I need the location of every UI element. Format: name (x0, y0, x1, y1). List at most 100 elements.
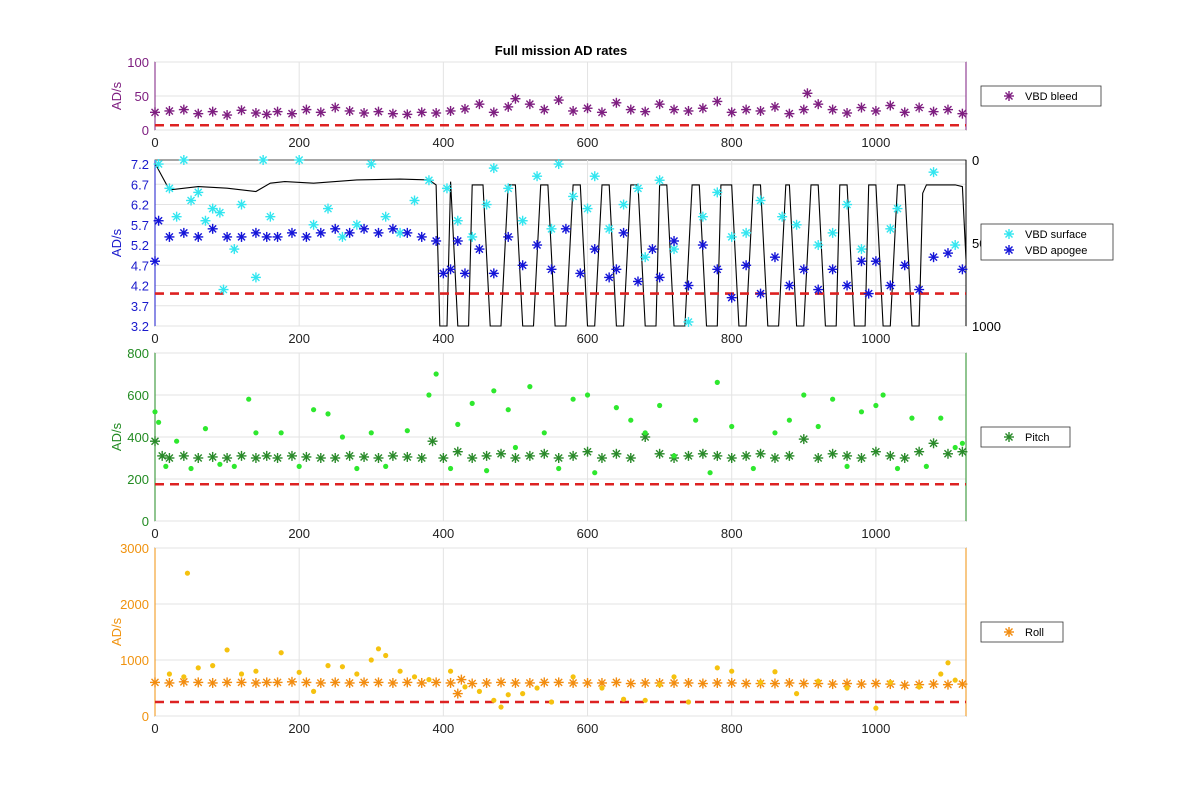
x-tick-label: 800 (721, 331, 743, 346)
data-point (625, 453, 636, 463)
legend[interactable]: VBD bleed (980, 85, 1102, 107)
data-point (909, 415, 915, 421)
data-point (942, 104, 953, 115)
data-point (150, 107, 160, 118)
data-point (387, 450, 398, 461)
data-point (481, 677, 492, 688)
data-point (714, 665, 720, 671)
data-point (445, 264, 456, 275)
data-point (611, 677, 622, 688)
data-point (261, 231, 272, 242)
data-point (380, 211, 391, 222)
data-point (375, 646, 382, 652)
x-tick-label: 600 (577, 331, 599, 346)
data-point (582, 677, 593, 688)
data-point (777, 211, 788, 222)
data-point (553, 95, 564, 106)
data-point (582, 446, 593, 457)
data-point (950, 240, 961, 251)
y-tick-label: 5.2 (131, 238, 149, 253)
data-point (236, 677, 247, 688)
data-point (928, 679, 939, 690)
series-2 (150, 215, 968, 303)
legend-box (980, 426, 1071, 448)
y2-tick-label: 0 (972, 153, 979, 168)
legend-marker (1004, 432, 1014, 442)
data-point (856, 453, 867, 463)
data-point (301, 231, 312, 242)
legend[interactable]: VBD surface VBD apogee (980, 223, 1114, 261)
data-point (272, 106, 283, 117)
data-point (596, 453, 607, 463)
data-point (707, 470, 713, 476)
data-point (397, 668, 403, 674)
legend-label: Pitch (1025, 432, 1049, 444)
data-point (491, 697, 497, 703)
data-point (166, 671, 173, 677)
data-point (236, 450, 247, 461)
data-point (532, 240, 543, 251)
data-point (344, 227, 355, 238)
data-point (938, 415, 944, 421)
data-point (505, 692, 511, 698)
data-point (815, 678, 821, 684)
y-tick-label: 3.7 (131, 299, 149, 314)
data-point (383, 652, 389, 659)
data-point (339, 434, 346, 440)
data-point (510, 93, 521, 104)
data-point (150, 436, 160, 447)
data-point (337, 231, 348, 242)
data-point (163, 463, 169, 469)
data-point (200, 215, 211, 226)
data-point (150, 677, 160, 688)
data-point (952, 444, 958, 451)
data-point (308, 219, 319, 230)
data-point (945, 660, 951, 666)
legend[interactable]: Pitch (980, 426, 1071, 448)
data-point (793, 691, 800, 697)
y-tick-label: 100 (127, 55, 149, 70)
data-point (589, 244, 600, 255)
data-point (373, 227, 384, 238)
x-tick-label: 400 (433, 721, 455, 736)
data-point (505, 407, 511, 413)
data-point (452, 688, 463, 699)
data-point (784, 450, 795, 461)
data-point (438, 268, 449, 279)
data-point (570, 396, 576, 402)
x-tick-label: 200 (288, 135, 310, 150)
data-point (532, 171, 543, 182)
data-point (286, 676, 297, 687)
data-point (885, 450, 896, 461)
data-point (491, 388, 497, 394)
data-point (632, 276, 643, 287)
data-point (272, 453, 283, 463)
data-point (611, 97, 622, 108)
data-point (539, 677, 550, 688)
data-point (459, 103, 470, 114)
data-point (827, 227, 838, 238)
data-point (827, 679, 838, 690)
x-tick-label: 200 (288, 721, 310, 736)
chart-title: Full mission AD rates (495, 43, 627, 58)
data-point (503, 231, 514, 242)
data-point (813, 284, 824, 295)
data-point (669, 677, 680, 688)
data-point (512, 444, 519, 451)
legend[interactable]: Roll (980, 621, 1064, 643)
data-point (654, 448, 665, 459)
data-point (344, 105, 355, 116)
y-axis-label: AD/s (109, 81, 124, 110)
data-point (844, 463, 850, 469)
data-point (582, 203, 593, 214)
data-point (640, 106, 651, 117)
data-point (409, 195, 420, 206)
data-point (153, 215, 164, 226)
data-point (178, 450, 189, 461)
data-point (683, 450, 694, 461)
data-point (813, 99, 824, 110)
data-point (330, 102, 341, 113)
data-point (157, 450, 168, 461)
data-point (272, 677, 283, 688)
data-point (416, 107, 427, 118)
